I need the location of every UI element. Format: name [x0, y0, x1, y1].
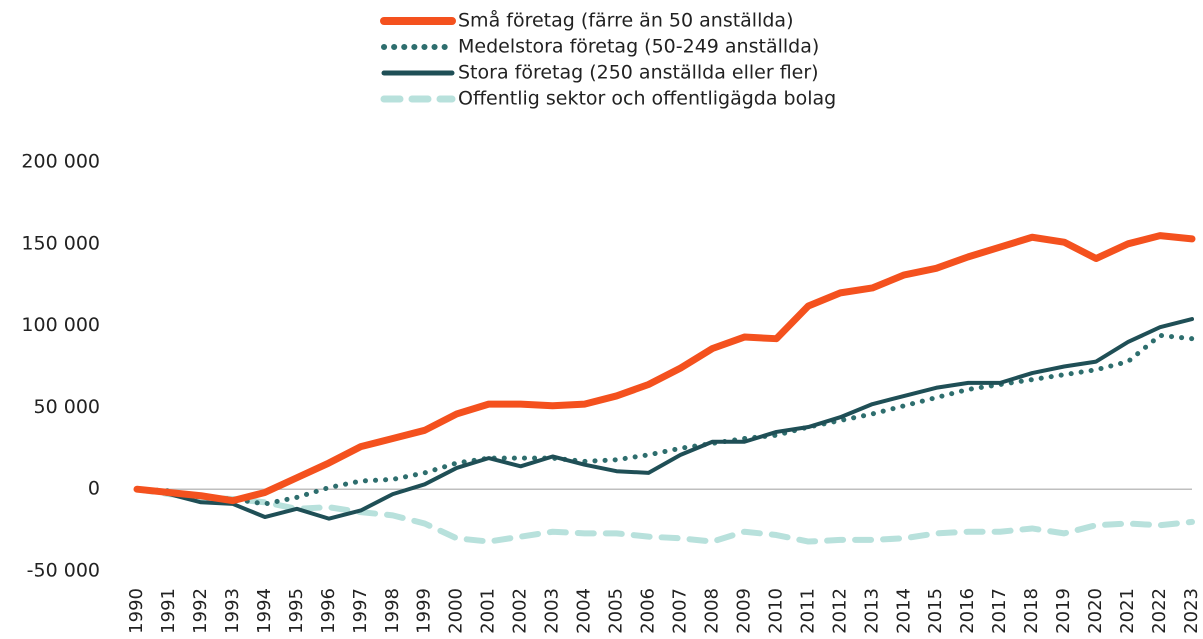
x-tick-label: 2020 [1085, 588, 1106, 634]
x-tick-label: 2021 [1117, 588, 1138, 634]
x-tick-label: 2016 [957, 588, 978, 634]
x-tick-label: 2006 [638, 588, 659, 634]
legend-label: Offentlig sektor och offentligägda bolag [458, 88, 836, 110]
x-tick-label: 2018 [1021, 588, 1042, 634]
x-tick-label: 2012 [829, 588, 850, 634]
x-tick-label: 2004 [574, 588, 595, 634]
x-tick-label: 1993 [222, 588, 243, 634]
series-line [134, 486, 1195, 545]
x-tick-label: 2013 [861, 588, 882, 634]
series-line [133, 232, 1196, 505]
x-tick-label: 2009 [733, 588, 754, 634]
legend-label: Små företag (färre än 50 anställda) [458, 9, 793, 32]
x-tick-label: 2008 [701, 588, 722, 634]
x-tick-label: 2023 [1181, 588, 1202, 634]
x-tick-label: 1992 [190, 588, 211, 634]
x-tick-label: 2011 [797, 588, 818, 634]
y-tick-label: 100 000 [21, 314, 100, 336]
x-tick-label: 2000 [446, 588, 467, 634]
y-tick-label: -50 000 [27, 560, 100, 582]
x-tick-label: 2022 [1149, 588, 1170, 634]
y-tick-label: 150 000 [21, 232, 100, 254]
legend-label: Stora företag (250 anställda eller fler) [458, 62, 819, 84]
x-tick-label: 1999 [414, 588, 435, 634]
x-tick-label: 2003 [542, 588, 563, 634]
x-tick-label: 2019 [1053, 588, 1074, 634]
y-tick-label: 0 [88, 478, 100, 500]
x-tick-label: 2015 [925, 588, 946, 634]
x-tick-label: 1990 [126, 588, 147, 634]
series-line [135, 317, 1194, 521]
x-tick-label: 1996 [318, 588, 339, 634]
x-tick-label: 1994 [254, 588, 275, 634]
x-tick-label: 2005 [606, 588, 627, 634]
x-tick-label: 1997 [350, 588, 371, 634]
x-tick-label: 2007 [669, 588, 690, 634]
x-tick-label: 2002 [510, 588, 531, 634]
x-tick-label: 2001 [478, 588, 499, 634]
y-tick-label: 50 000 [34, 396, 100, 418]
x-tick-label: 1991 [158, 588, 179, 634]
x-tick-label: 2010 [765, 588, 786, 634]
x-tick-label: 1995 [286, 588, 307, 634]
x-tick-label: 2014 [893, 588, 914, 634]
y-tick-label: 200 000 [21, 151, 100, 173]
series-line [134, 332, 1195, 507]
legend-label: Medelstora företag (50-249 anställda) [458, 36, 819, 58]
x-tick-label: 2017 [989, 588, 1010, 634]
x-tick-label: 1998 [382, 588, 403, 634]
